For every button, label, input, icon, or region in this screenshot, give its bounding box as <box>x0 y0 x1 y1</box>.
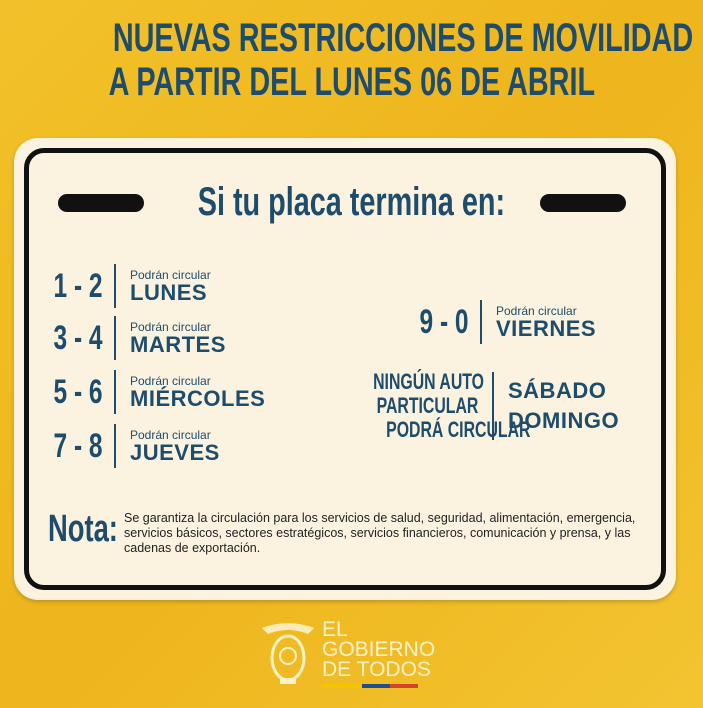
day: JUEVES <box>130 440 220 465</box>
page-title: NUEVAS RESTRICCIONES DE MOVILIDAD A PART… <box>0 16 703 104</box>
digits: 5 - 6 <box>53 372 103 411</box>
gobierno-logo: EL GOBIERNO DE TODOS <box>260 618 436 688</box>
weekend-line-3: PODRÁ CIRCULAR <box>386 417 531 442</box>
day: MARTES <box>130 332 226 357</box>
divider <box>492 372 494 440</box>
row-5-6: 5 - 6 Podrán circular MIÉRCOLES <box>44 370 265 414</box>
label: Podrán circular <box>130 320 211 334</box>
label: Podrán circular <box>130 374 211 388</box>
digits: 9 - 0 <box>419 302 469 341</box>
subtitle: Si tu placa termina en: <box>197 180 506 224</box>
day: MIÉRCOLES <box>130 386 266 411</box>
nota-label: Nota: <box>48 508 118 550</box>
weekend-line-1: NINGÚN AUTO <box>373 369 484 394</box>
ecuador-coat-of-arms-icon <box>262 623 314 684</box>
weekend-days: SÁBADO DOMINGO <box>508 376 619 436</box>
row-3-4: 3 - 4 Podrán circular MARTES <box>44 316 226 360</box>
digits: 1 - 2 <box>53 266 103 305</box>
logo-line-3: DE TODOS <box>322 658 431 681</box>
title-line-2: A PARTIR DEL LUNES 06 DE ABRIL <box>108 60 595 104</box>
plate-slot-left <box>58 194 144 212</box>
weekend-notice: NINGÚN AUTO PARTICULAR PODRÁ CIRCULAR <box>330 370 530 442</box>
row-9-0: 9 - 0 Podrán circular VIERNES <box>410 300 596 344</box>
day: VIERNES <box>496 316 597 341</box>
day: LUNES <box>130 280 208 305</box>
day-sunday: DOMINGO <box>508 408 620 433</box>
digits: 3 - 4 <box>53 318 103 357</box>
label: Podrán circular <box>496 304 577 318</box>
day-saturday: SÁBADO <box>508 378 607 403</box>
row-7-8: 7 - 8 Podrán circular JUEVES <box>44 424 220 468</box>
digits: 7 - 8 <box>53 426 103 465</box>
logo-line-1: EL <box>322 618 348 641</box>
license-plate-card <box>14 138 676 600</box>
flag-stripe <box>322 684 435 688</box>
weekend-line-2: PARTICULAR <box>376 393 478 418</box>
plate-slot-right <box>540 194 626 212</box>
label: Podrán circular <box>130 428 211 442</box>
title-line-1: NUEVAS RESTRICCIONES DE MOVILIDAD <box>112 16 694 60</box>
label: Podrán circular <box>130 268 211 282</box>
logo-line-2: GOBIERNO <box>322 638 436 661</box>
nota-text: Se garantiza la circulación para los ser… <box>124 511 636 555</box>
row-1-2: 1 - 2 Podrán circular LUNES <box>44 264 211 308</box>
